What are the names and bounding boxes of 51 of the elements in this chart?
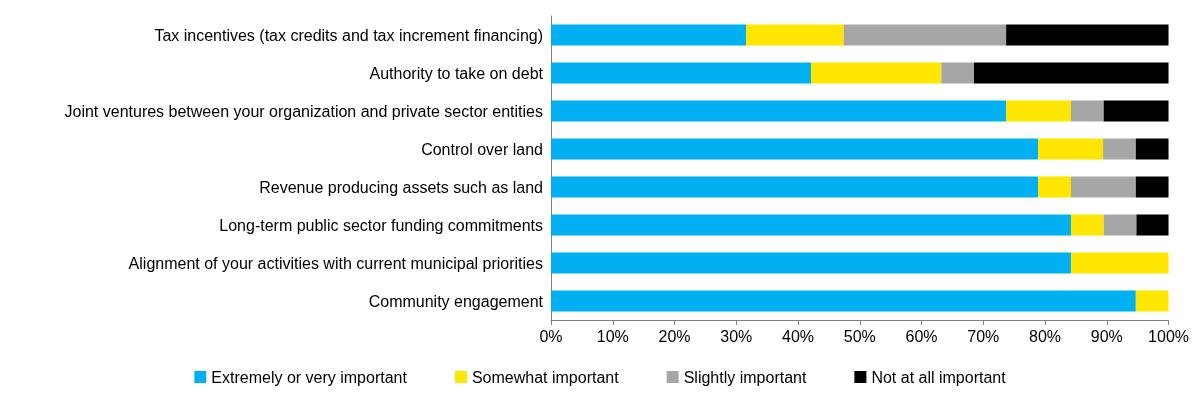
bar — [974, 62, 1169, 84]
bar — [1136, 214, 1169, 236]
bar — [941, 62, 975, 84]
bar — [810, 62, 942, 84]
legend-label: Extremely or very important — [211, 368, 408, 386]
bar — [551, 24, 747, 46]
y-tick-label: Long-term public sector funding commitments — [219, 216, 543, 234]
bar — [551, 62, 811, 84]
legend-label: Slightly important — [683, 368, 807, 386]
bar — [1103, 100, 1169, 122]
bar — [746, 24, 844, 46]
bar — [1038, 176, 1071, 198]
bar — [1006, 100, 1071, 122]
legend-label: Somewhat important — [471, 368, 620, 386]
bar — [1135, 176, 1169, 198]
x-tick-label: 30% — [720, 327, 753, 345]
y-tick-label: Authority to take on debt — [369, 64, 544, 82]
bar — [551, 252, 1071, 274]
bar — [1070, 214, 1104, 236]
x-tick-label: 70% — [967, 327, 1000, 345]
y-tick-label: Joint ventures between your organization and private sector entities — [64, 102, 543, 120]
y-tick-label: Community engagement — [368, 292, 544, 310]
y-tick-label: Tax incentives (tax credits and tax increment financing) — [154, 26, 543, 44]
bar — [1135, 290, 1169, 312]
bar — [551, 176, 1039, 198]
bar — [1070, 252, 1169, 274]
x-tick-label: 0% — [539, 327, 563, 345]
x-tick-label: 100% — [1148, 327, 1189, 345]
x-tick-label: 40% — [782, 327, 815, 345]
x-tick-label: 80% — [1029, 327, 1062, 345]
bar — [551, 214, 1071, 236]
x-tick-label: 20% — [658, 327, 691, 345]
bar — [1135, 138, 1169, 160]
y-tick-label: Control over land — [421, 140, 543, 158]
y-tick-label: Revenue producing assets such as land — [259, 178, 543, 196]
bar — [1103, 214, 1137, 236]
bar — [551, 290, 1136, 312]
bar — [1070, 176, 1136, 198]
bar — [551, 138, 1039, 160]
bar — [1006, 24, 1169, 46]
bar — [551, 100, 1007, 122]
legend-label: Not at all important — [871, 368, 1007, 386]
x-tick-label: 50% — [843, 327, 876, 345]
y-tick-label: Alignment of your activities with current municipal priorities — [128, 254, 543, 272]
bar — [843, 24, 1007, 46]
x-tick-label: 60% — [905, 327, 938, 345]
bar — [1103, 138, 1136, 160]
x-tick-label: 10% — [596, 327, 629, 345]
bar — [1070, 100, 1104, 122]
x-tick-label: 90% — [1090, 327, 1123, 345]
bar — [1038, 138, 1104, 160]
